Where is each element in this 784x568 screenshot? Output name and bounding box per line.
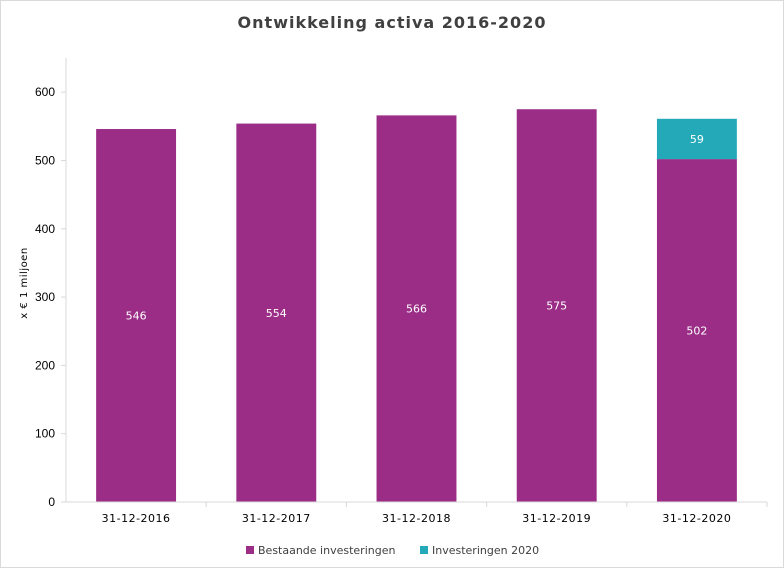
x-tick-label: 31-12-2016 [102,512,171,525]
y-axis-label: x € 1 miljoen [19,247,30,318]
y-tick-label: 600 [35,85,55,99]
y-tick-label: 100 [35,427,55,441]
y-tick-label: 500 [35,153,55,167]
bar-bestaande-5 [656,159,737,502]
bar-value-label: 554 [266,307,287,320]
y-tick-label: 300 [35,290,55,304]
bar-bestaande-4 [516,109,597,502]
legend-label: Bestaande investeringen [258,544,395,557]
y-axis: 0 100 200 300 400 500 600 [35,58,67,509]
x-tick-label: 31-12-2020 [662,512,731,525]
bar-value-label: 546 [126,310,147,323]
x-axis: 31-12-2016 31-12-2017 31-12-2018 31-12-2019… [66,501,768,525]
y-tick-label: 200 [35,358,55,372]
bar-bestaande-1 [96,129,177,503]
y-tick-label: 0 [48,495,55,509]
y-tick-label: 400 [35,222,55,236]
bar-value-label: 502 [686,325,707,338]
bar-value-label: 566 [406,303,427,316]
x-tick-label: 31-12-2018 [382,512,451,525]
bar-bestaande-2 [236,123,317,503]
legend-swatch [420,546,428,554]
legend-label: Investeringen 2020 [432,544,539,557]
legend: Bestaande investeringen Investeringen 202… [246,544,539,557]
bar-value-label: 59 [690,133,704,146]
bar-value-label: 575 [546,300,567,313]
x-tick-label: 31-12-2019 [522,512,591,525]
legend-swatch [246,546,254,554]
x-tick-label: 31-12-2017 [242,512,311,525]
chart-title: Ontwikkeling activa 2016-2020 [238,13,547,32]
bar-bestaande-3 [376,115,457,502]
bars: 546 554 566 575 502 59 [96,109,737,503]
bar-investeringen-2020-5 [656,118,737,160]
